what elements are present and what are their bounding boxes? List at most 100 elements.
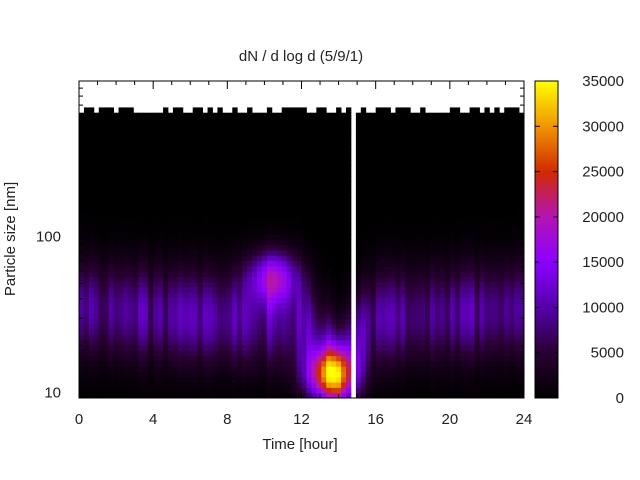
heatmap-cell — [118, 250, 124, 256]
heatmap-cell — [355, 302, 362, 309]
heatmap-cell — [88, 244, 95, 251]
heatmap-cell — [252, 382, 258, 388]
heatmap-cell — [182, 250, 189, 256]
heatmap-cell — [321, 392, 327, 399]
heatmap-cell — [168, 202, 174, 209]
heatmap-cell — [405, 197, 411, 203]
heatmap-cell — [336, 239, 342, 246]
heatmap-cell — [474, 350, 480, 357]
heatmap-cell — [79, 197, 85, 203]
heatmap-cell — [435, 271, 441, 277]
heatmap-cell — [439, 154, 446, 161]
heatmap-cell — [459, 334, 466, 341]
heatmap-cell — [103, 313, 110, 320]
heatmap-cell — [415, 297, 421, 304]
heatmap-cell — [514, 213, 520, 219]
heatmap-cell — [346, 191, 352, 198]
heatmap-cell — [222, 234, 228, 240]
heatmap-cell — [222, 297, 228, 304]
heatmap-cell — [108, 117, 115, 124]
heatmap-cell — [474, 165, 480, 172]
y-tick-label: 10 — [44, 384, 61, 401]
heatmap-cell — [360, 139, 367, 145]
heatmap-cell — [489, 170, 495, 177]
heatmap-cell — [494, 313, 500, 320]
heatmap-cell — [232, 170, 238, 177]
heatmap-cell — [148, 302, 154, 309]
heatmap-cell — [355, 276, 362, 283]
heatmap-cell — [276, 181, 283, 188]
heatmap-cell — [212, 223, 218, 230]
heatmap-cell — [365, 176, 372, 182]
heatmap-cell — [504, 117, 510, 124]
heatmap-cell — [301, 334, 307, 341]
heatmap-cell — [271, 186, 278, 193]
heatmap-cell — [410, 324, 416, 330]
heatmap-cell — [499, 260, 505, 267]
heatmap-cell — [252, 287, 258, 293]
heatmap-cell — [365, 355, 372, 362]
heatmap-cell — [331, 339, 337, 346]
heatmap-cell — [326, 165, 332, 172]
heatmap-cell — [217, 339, 223, 346]
heatmap-cell — [172, 165, 179, 172]
heatmap-cell — [261, 191, 268, 198]
heatmap-cell — [435, 334, 441, 341]
heatmap-cell — [479, 387, 485, 394]
heatmap-cell — [341, 281, 347, 288]
heatmap-cell — [355, 297, 362, 304]
heatmap-cell — [212, 260, 218, 267]
heatmap-cell — [93, 160, 100, 166]
heatmap-cell — [479, 133, 485, 140]
heatmap-cell — [113, 308, 119, 314]
heatmap-cell — [430, 128, 436, 135]
heatmap-cell — [138, 339, 144, 346]
heatmap-cell — [346, 318, 352, 325]
heatmap-cell — [217, 387, 223, 394]
heatmap-cell — [212, 292, 218, 299]
heatmap-cell — [504, 181, 510, 188]
heatmap-cell — [395, 223, 401, 230]
heatmap-cell — [143, 329, 149, 335]
heatmap-cell — [88, 382, 95, 388]
heatmap-cell — [484, 281, 490, 288]
heatmap-cell — [257, 329, 263, 335]
heatmap-cell — [360, 176, 367, 182]
heatmap-cell — [192, 287, 199, 293]
heatmap-cell — [380, 350, 386, 357]
heatmap-cell — [128, 345, 134, 351]
heatmap-cell — [489, 376, 495, 383]
heatmap-cell — [143, 387, 149, 394]
heatmap-cell — [410, 123, 416, 129]
heatmap-cell — [168, 197, 174, 203]
heatmap-cell — [405, 292, 411, 299]
heatmap-cell — [365, 244, 372, 251]
heatmap-cell — [103, 181, 110, 188]
heatmap-cell — [311, 144, 317, 151]
heatmap-cell — [286, 154, 293, 161]
heatmap-cell — [242, 350, 248, 357]
heatmap-cell — [222, 334, 228, 341]
heatmap-cell — [474, 265, 480, 272]
heatmap-cell — [494, 392, 500, 399]
heatmap-cell — [222, 382, 228, 388]
heatmap-cell — [276, 139, 283, 145]
heatmap-cell — [281, 392, 288, 399]
heatmap-cell — [143, 218, 149, 225]
heatmap-cell — [271, 128, 278, 135]
heatmap-cell — [370, 160, 377, 166]
heatmap-cell — [499, 228, 505, 235]
heatmap-cell — [514, 228, 520, 235]
heatmap-cell — [79, 292, 85, 299]
heatmap-cell — [261, 255, 268, 262]
heatmap-cell — [296, 292, 302, 299]
heatmap-cell — [143, 244, 149, 251]
heatmap-cell — [474, 334, 480, 341]
heatmap-cell — [83, 117, 90, 124]
heatmap-cell — [163, 223, 169, 230]
heatmap-cell — [222, 287, 228, 293]
heatmap-cell — [172, 117, 179, 124]
heatmap-cell — [514, 265, 520, 272]
heatmap-cell — [360, 276, 367, 283]
